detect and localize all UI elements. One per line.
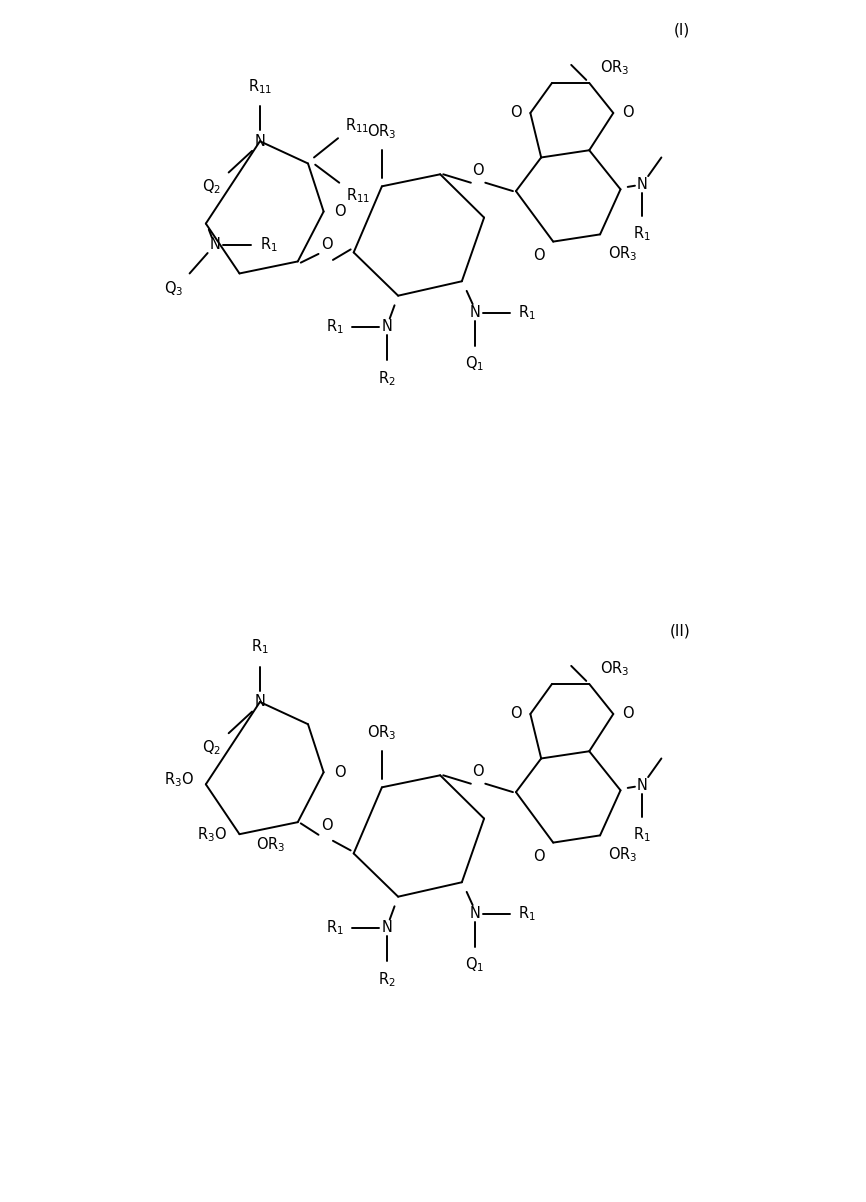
Text: N: N (255, 695, 265, 709)
Text: R$_{11}$: R$_{11}$ (248, 77, 272, 95)
Text: N: N (210, 237, 220, 252)
Text: O: O (472, 163, 484, 178)
Text: R$_1$: R$_1$ (633, 224, 651, 243)
Text: N: N (382, 320, 393, 334)
Text: O: O (533, 849, 545, 863)
Text: N: N (382, 921, 393, 935)
Text: O: O (472, 764, 484, 779)
Text: O: O (533, 248, 545, 262)
Text: O: O (622, 106, 633, 120)
Text: Q$_1$: Q$_1$ (466, 956, 485, 975)
Text: R$_1$: R$_1$ (519, 904, 536, 923)
Text: Q$_1$: Q$_1$ (466, 355, 485, 374)
Text: R$_1$: R$_1$ (326, 317, 344, 337)
Text: O: O (510, 106, 522, 120)
Text: R$_1$: R$_1$ (251, 637, 268, 656)
Text: N: N (469, 305, 481, 320)
Text: N: N (469, 906, 481, 921)
Text: R$_1$: R$_1$ (260, 236, 278, 254)
Text: R$_{11}$: R$_{11}$ (346, 115, 370, 135)
Text: OR$_3$: OR$_3$ (367, 121, 397, 141)
Text: O: O (321, 819, 333, 833)
Text: N: N (637, 177, 648, 192)
Text: R$_3$O: R$_3$O (197, 825, 228, 844)
Text: R$_2$: R$_2$ (378, 970, 396, 989)
Text: Q$_2$: Q$_2$ (203, 178, 222, 196)
Text: R$_2$: R$_2$ (378, 369, 396, 388)
Text: R$_3$O: R$_3$O (164, 770, 194, 789)
Text: R$_1$: R$_1$ (633, 825, 651, 844)
Text: O: O (510, 707, 522, 721)
Text: Q$_2$: Q$_2$ (203, 738, 222, 757)
Text: Q$_3$: Q$_3$ (165, 279, 184, 298)
Text: O: O (321, 238, 333, 252)
Text: OR$_3$: OR$_3$ (600, 58, 630, 77)
Text: OR$_3$: OR$_3$ (600, 659, 630, 678)
Text: OR$_3$: OR$_3$ (609, 244, 638, 263)
Text: N: N (637, 778, 648, 793)
Text: (II): (II) (669, 624, 690, 638)
Text: O: O (622, 707, 633, 721)
Text: R$_{11}$: R$_{11}$ (346, 186, 371, 206)
Text: R$_1$: R$_1$ (519, 303, 536, 322)
Text: O: O (334, 764, 346, 780)
Text: O: O (334, 204, 346, 219)
Text: OR$_3$: OR$_3$ (256, 835, 286, 855)
Text: (I): (I) (674, 23, 690, 37)
Text: R$_1$: R$_1$ (326, 918, 344, 938)
Text: N: N (255, 133, 265, 149)
Text: OR$_3$: OR$_3$ (367, 722, 397, 742)
Text: OR$_3$: OR$_3$ (609, 845, 638, 864)
